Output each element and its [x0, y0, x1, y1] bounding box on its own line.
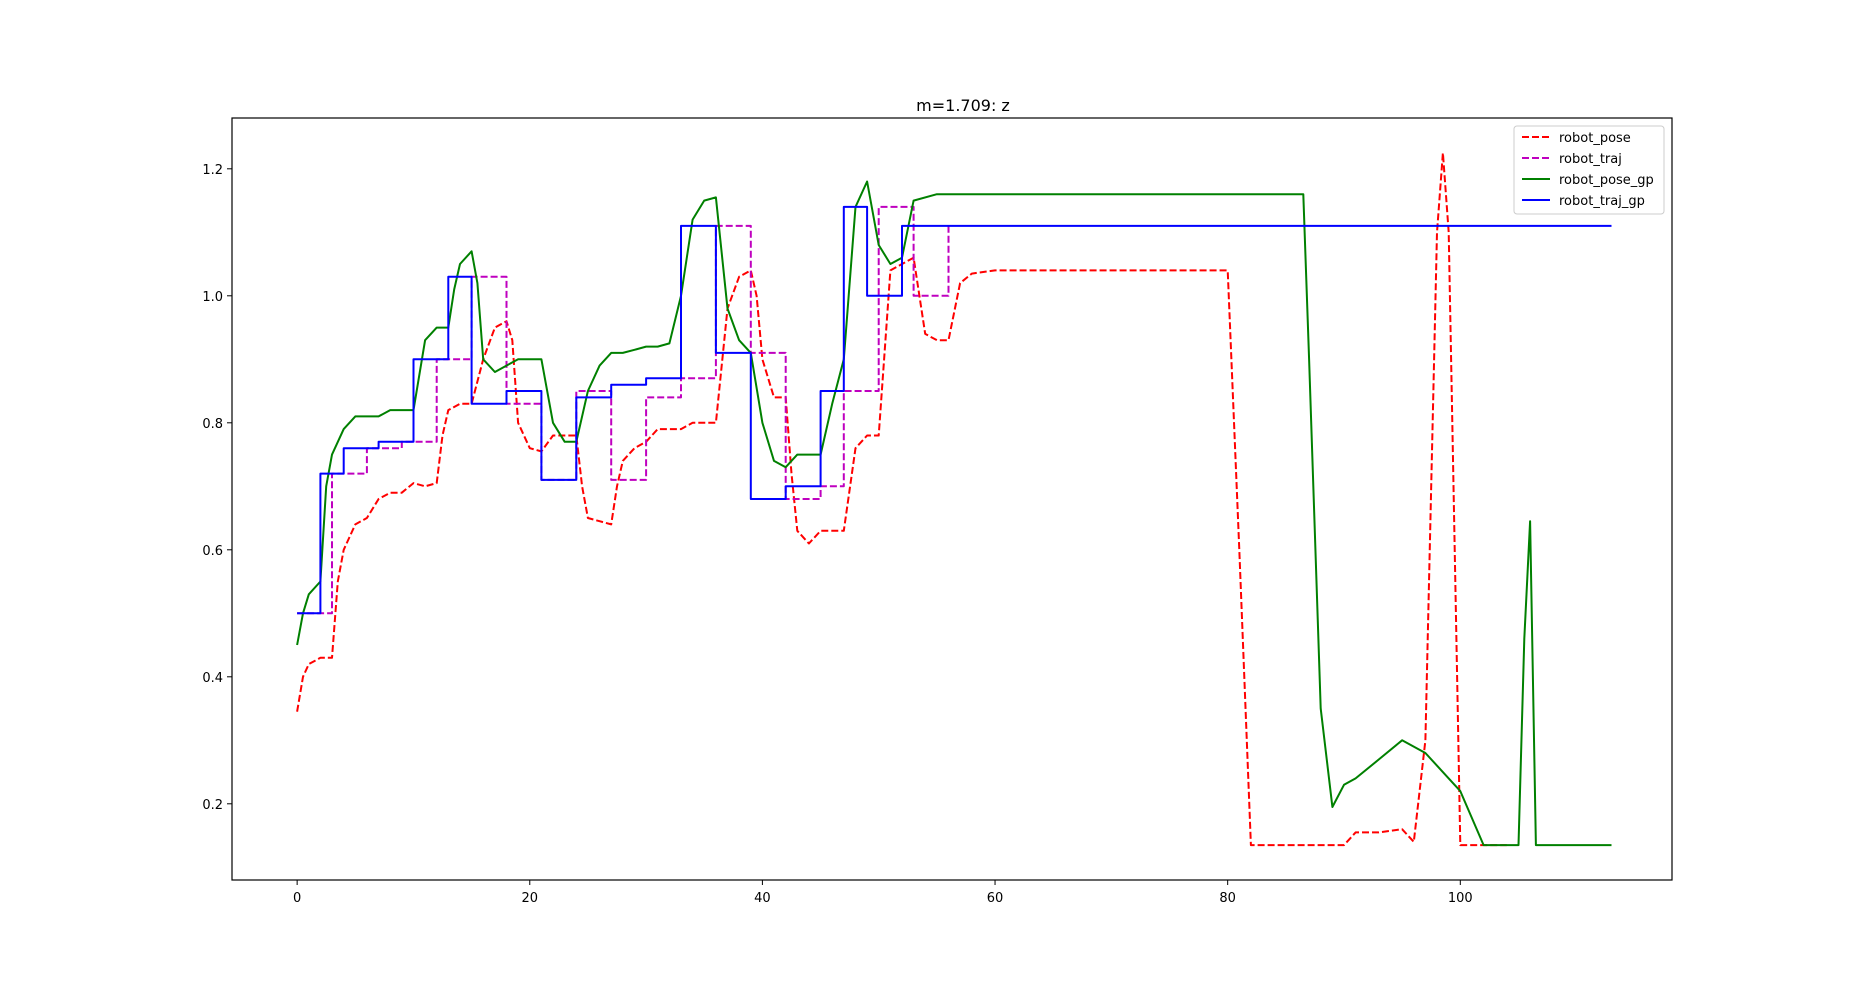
- chart-title: m=1.709: z: [916, 96, 1010, 115]
- series-line-robot-traj: [297, 205, 950, 615]
- legend-label: robot_traj: [1559, 152, 1622, 167]
- x-tick-label: 20: [521, 891, 538, 906]
- y-tick-label: 1.0: [202, 290, 223, 305]
- x-tick-label: 80: [1219, 891, 1236, 906]
- y-axis: 0.2 0.4 0.6 0.8 1.0 1.2: [202, 163, 232, 813]
- y-tick-label: 0.4: [202, 671, 223, 686]
- legend-label: robot_traj_gp: [1559, 194, 1645, 209]
- legend-label: robot_pose_gp: [1559, 173, 1654, 188]
- series-layer: [296, 151, 1612, 847]
- x-tick-label: 100: [1448, 891, 1473, 906]
- x-axis: 0 20 40 60 80 100: [293, 880, 1473, 906]
- legend-label: robot_pose: [1559, 131, 1631, 146]
- series-line-robot-pose-gp: [296, 180, 1612, 847]
- x-tick-label: 0: [293, 891, 301, 906]
- y-tick-label: 0.8: [202, 417, 223, 432]
- legend-box: [1513, 125, 1665, 215]
- y-tick-label: 0.6: [202, 544, 223, 559]
- y-tick-label: 0.2: [202, 798, 223, 813]
- y-tick-label: 1.2: [202, 163, 223, 178]
- series-line-robot-traj-gp: [297, 205, 1612, 615]
- x-tick-label: 40: [754, 891, 771, 906]
- x-tick-label: 60: [987, 891, 1004, 906]
- plot-frame: [231, 117, 1673, 881]
- legend: robot_pose robot_traj robot_pose_gp robot_t…: [1513, 125, 1665, 215]
